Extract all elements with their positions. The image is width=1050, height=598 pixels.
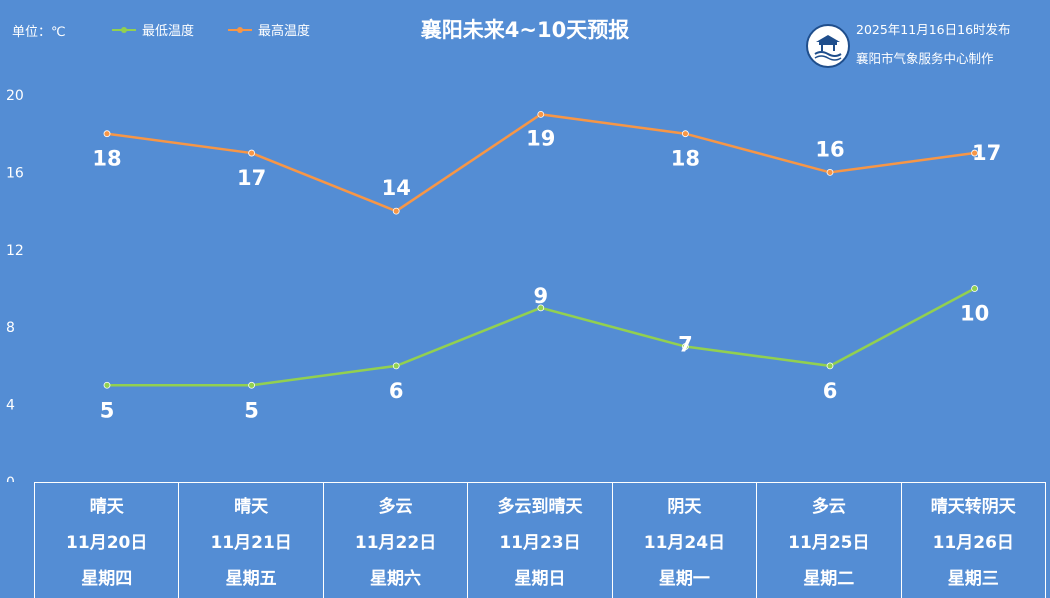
day-column: 晴天转阴天 11月26日 星期三 [902,483,1046,598]
high-temp-data-label: 18 [92,147,121,171]
low-temp-data-label: 6 [823,379,838,403]
low-temp-point [682,343,689,350]
low-temp-data-label: 6 [389,379,404,403]
y-tick-label: 20 [6,88,24,104]
day-date: 11月20日 [66,532,148,553]
day-date: 11月23日 [499,532,581,553]
high-temp-point [971,149,978,157]
legend-label-high: 最高温度 [258,24,311,39]
chart-title: 襄阳未来4~10天预报 [420,18,630,42]
day-column: 晴天 11月20日 星期四 [35,483,180,598]
day-column: 多云 11月22日 星期六 [324,483,469,598]
legend-label-low: 最低温度 [142,24,195,39]
high-temp-point [826,168,834,176]
legend-item-low: 最低温度 [112,20,194,39]
low-temp-point [103,381,111,389]
high-temp-data-label: 18 [671,147,700,171]
day-weekday: 星期一 [658,568,710,589]
day-weather: 晴天转阴天 [930,497,1016,518]
day-weather: 晴天 [234,497,269,518]
day-column: 多云到晴天 11月23日 星期日 [468,483,613,598]
low-temp-point [537,304,545,312]
y-tick-label: 4 [6,398,15,414]
producer: 襄阳市气象服务中心制作 [856,51,994,66]
xiangyang-weather-logo-icon [806,24,850,68]
day-date: 11月25日 [788,532,870,553]
y-tick-label: 12 [6,243,24,259]
low-temp-point [248,381,256,389]
low-temp-data-label: 10 [960,302,989,326]
day-weekday: 星期三 [947,568,999,589]
legend-swatch-high [228,26,252,33]
low-temp-data-label: 7 [678,333,693,357]
day-weather: 多云 [811,497,846,518]
low-temp-data-label: 5 [244,398,259,422]
low-temp-data-label: 5 [100,398,115,422]
high-temp-data-label: 19 [526,126,555,150]
high-temp-point [537,110,545,118]
low-temp-data-label: 9 [533,284,548,308]
day-weekday: 星期五 [225,568,277,589]
low-temp-point [392,362,400,370]
day-column: 晴天 11月21日 星期五 [179,483,324,598]
low-temp-point [826,362,834,370]
unit-label: 单位：℃ [12,25,66,40]
day-weekday: 星期二 [803,568,855,589]
day-date: 11月26日 [932,532,1014,553]
high-temp-data-label: 17 [237,166,266,190]
day-date: 11月22日 [354,532,437,553]
y-axis-ticks: 0 4 8 12 16 20 [6,88,24,482]
day-weekday: 星期日 [514,568,566,589]
high-temp-point [248,149,256,157]
day-column: 阴天 11月24日 星期一 [613,483,758,598]
y-tick-label: 8 [6,320,15,336]
day-weather: 多云到晴天 [497,497,583,518]
high-temp-point [103,130,111,138]
day-column: 多云 11月25日 星期二 [757,483,902,598]
day-date: 11月24日 [643,532,726,553]
high-temp-data-label: 14 [382,176,411,200]
high-temp-data-label: 16 [815,137,844,161]
temperature-line-chart: 0 4 8 12 16 20 5 5 6 9 7 6 10 18 17 14 19 18 16 17 [6,88,1001,482]
daily-forecast-table: 晴天 11月20日 星期四 晴天 11月21日 星期五 多云 11月22日 星期六 多云到晴天 11… [34,482,1046,598]
logo-graphic [814,35,842,61]
day-weather: 晴天 [89,497,124,518]
legend-item-high: 最高温度 [228,20,310,39]
day-weekday: 星期六 [370,568,422,589]
y-tick-label: 16 [6,165,24,181]
high-temp-point [682,130,689,138]
high-temp-data-label: 17 [972,141,1001,165]
high-temp-point [392,207,400,215]
issue-time: 2025年11月16日16时发布 [856,22,1011,37]
low-temp-point [971,285,978,292]
day-date: 11月21日 [210,532,292,553]
series-lines: 5 5 6 9 7 6 10 18 17 14 19 18 16 17 [92,110,1001,422]
legend-swatch-low [112,26,136,33]
y-tick-label: 0 [6,475,15,482]
day-weather: 多云 [378,497,413,518]
day-weather: 阴天 [667,497,702,518]
day-weekday: 星期四 [81,568,133,589]
